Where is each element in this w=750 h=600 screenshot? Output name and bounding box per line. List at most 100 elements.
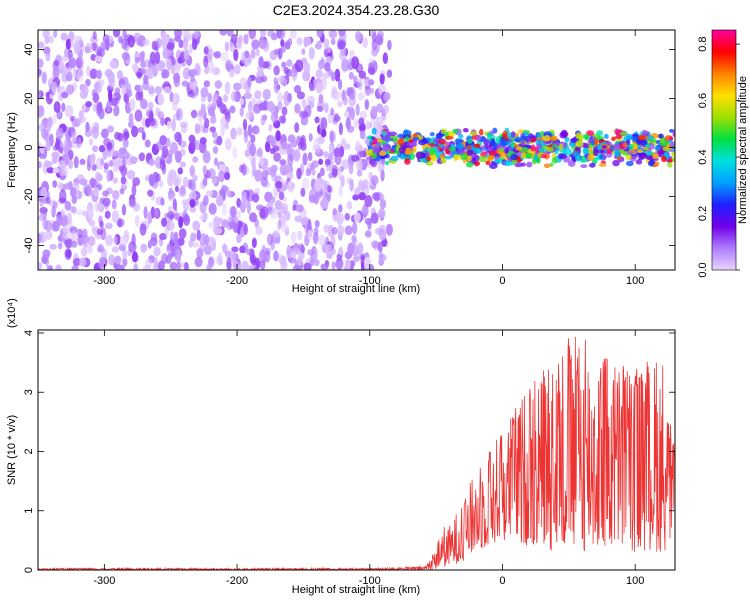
- heatmap-cell: [287, 37, 293, 46]
- heatmap-cell: [209, 126, 216, 133]
- heatmap-cell: [208, 202, 217, 215]
- heatmap-cell: [62, 228, 71, 240]
- heatmap-cell: [274, 200, 283, 210]
- heatmap-cell: [250, 48, 256, 59]
- heatmap-cell: [70, 230, 78, 243]
- heatmap-cell: [397, 137, 405, 146]
- heatmap-cell: [247, 106, 254, 120]
- heatmap-cell: [283, 163, 292, 175]
- heatmap-cell: [173, 72, 181, 83]
- heatmap-cell: [392, 135, 399, 143]
- heatmap-cell: [384, 160, 390, 166]
- heatmap-cell: [136, 71, 143, 80]
- heatmap-cell: [247, 124, 253, 137]
- heatmap-cell: [559, 153, 568, 159]
- heatmap-cell: [331, 261, 336, 270]
- heatmap-cell: [96, 173, 103, 182]
- heatmap-cell: [329, 144, 334, 154]
- heatmap-cell: [320, 263, 329, 270]
- heatmap-cell: [92, 187, 100, 197]
- heatmap-cell: [466, 149, 473, 156]
- heatmap-cell: [129, 98, 136, 112]
- heatmap-cell: [303, 262, 312, 270]
- heatmap-cell: [324, 102, 329, 114]
- heatmap-cell: [375, 227, 383, 235]
- heatmap-cell: [147, 84, 156, 97]
- heatmap-cell: [72, 67, 77, 77]
- heatmap-cell: [202, 165, 207, 175]
- heatmap-cell: [635, 159, 643, 165]
- heatmap-cell: [318, 93, 324, 104]
- heatmap-cell: [372, 144, 381, 152]
- heatmap-cell: [148, 174, 155, 187]
- heatmap-cell: [149, 51, 156, 65]
- heatmap-cell: [45, 50, 51, 62]
- heatmap-cell: [645, 150, 653, 156]
- heatmap-cell: [384, 153, 390, 159]
- heatmap-cell: [332, 164, 339, 177]
- heatmap-cell: [216, 194, 224, 207]
- heatmap-cell: [440, 128, 447, 135]
- heatmap-cell: [371, 127, 377, 135]
- heatmap-cell: [281, 106, 288, 116]
- heatmap-cell: [52, 180, 58, 188]
- heatmap-cell: [258, 56, 264, 68]
- heatmap-cell: [81, 103, 87, 112]
- heatmap-cell: [106, 141, 113, 151]
- heatmap-cell: [479, 128, 484, 136]
- heatmap-cell: [243, 130, 249, 144]
- heatmap-cell: [88, 219, 96, 227]
- heatmap-cell: [202, 177, 208, 187]
- heatmap-cell: [514, 138, 522, 143]
- heatmap-cell: [525, 152, 533, 159]
- heatmap-cell: [216, 135, 223, 146]
- heatmap-cell: [51, 81, 58, 94]
- x-tick-label: 100: [626, 575, 644, 587]
- colorbar: 0.0 0.2 0.4 0.6 0.8 Normalized spectral ampl…: [697, 29, 749, 278]
- heatmap-cell: [267, 30, 276, 37]
- heatmap-cell: [429, 148, 436, 156]
- heatmap-cell: [65, 249, 72, 259]
- heatmap-cell: [341, 59, 350, 72]
- heatmap-cell: [126, 83, 132, 94]
- heatmap-cell: [161, 145, 169, 159]
- heatmap-cell: [429, 132, 435, 137]
- heatmap-cell: [275, 130, 281, 142]
- y-tick-label: 3: [23, 389, 35, 395]
- heatmap-cell: [316, 105, 323, 112]
- heatmap-cell: [46, 121, 52, 133]
- heatmap-cell: [224, 81, 231, 95]
- heatmap-cell: [190, 75, 195, 83]
- heatmap-cell: [56, 214, 62, 227]
- heatmap-cell: [172, 198, 177, 210]
- heatmap-cell: [112, 190, 120, 200]
- heatmap-cell: [292, 204, 297, 211]
- heatmap-cell: [307, 152, 313, 162]
- heatmap-cell: [191, 241, 199, 248]
- heatmap-cell: [99, 220, 104, 229]
- heatmap-cell: [307, 218, 312, 231]
- heatmap-cell: [645, 143, 651, 148]
- heatmap-cell: [372, 137, 378, 145]
- heatmap-cell: [254, 90, 262, 100]
- heatmap-cell: [140, 243, 148, 253]
- heatmap-cell: [361, 204, 369, 218]
- heatmap-cell: [170, 64, 176, 75]
- heatmap-cell: [51, 151, 60, 160]
- heatmap-cell: [163, 86, 171, 94]
- heatmap-cell: [453, 153, 458, 162]
- heatmap-cell: [336, 253, 343, 262]
- heatmap-cell: [224, 250, 232, 258]
- heatmap-cell: [278, 115, 286, 124]
- heatmap-cell: [102, 190, 109, 197]
- spectrogram-cells: [38, 30, 675, 270]
- heatmap-cell: [636, 138, 641, 146]
- heatmap-cell: [148, 110, 154, 123]
- heatmap-cell: [153, 256, 158, 269]
- heatmap-cell: [294, 103, 301, 114]
- heatmap-cell: [370, 160, 378, 168]
- heatmap-cell: [280, 202, 289, 215]
- colorbar-tick-label: 0.4: [697, 149, 709, 164]
- heatmap-cell: [166, 243, 174, 251]
- heatmap-cell: [79, 257, 87, 267]
